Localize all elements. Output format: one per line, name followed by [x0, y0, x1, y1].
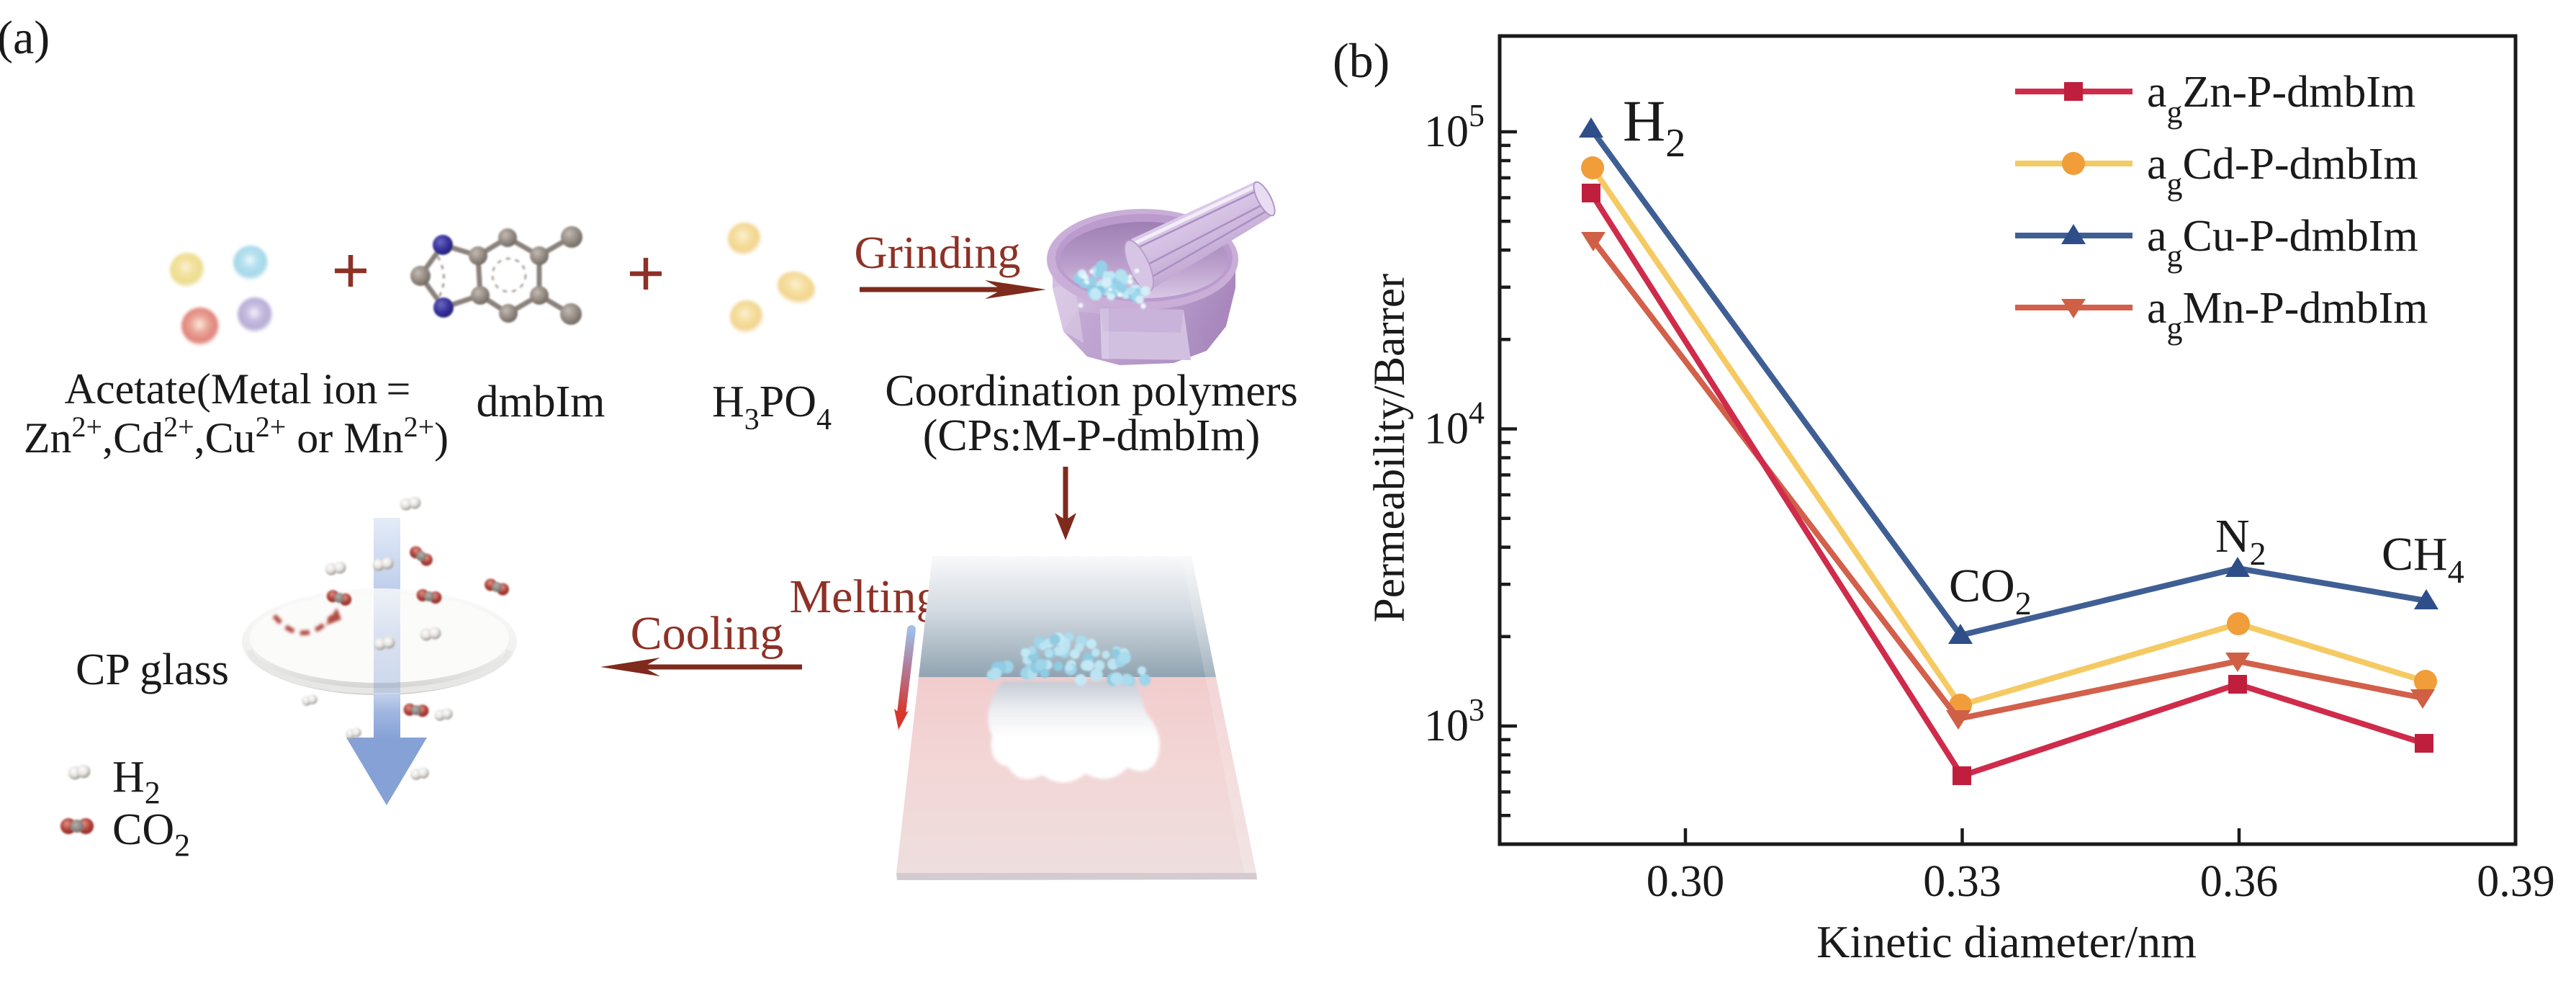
svg-text:CP glass: CP glass [76, 645, 229, 694]
svg-text:N2: N2 [2215, 510, 2266, 572]
svg-text:H2: H2 [112, 753, 161, 810]
svg-text:Cooling: Cooling [631, 607, 784, 660]
svg-text:Coordination polymers: Coordination polymers [885, 367, 1297, 416]
svg-text:Acetate(Metal ion =: Acetate(Metal ion = [65, 365, 411, 413]
svg-text:dmbIm: dmbIm [476, 377, 605, 426]
svg-text:(a): (a) [0, 12, 50, 64]
svg-text:103: 103 [1424, 692, 1485, 751]
svg-text:Kinetic diameter/nm: Kinetic diameter/nm [1816, 916, 2197, 967]
svg-text:105: 105 [1424, 98, 1485, 156]
svg-text:0.39: 0.39 [2477, 857, 2555, 906]
svg-text:Grinding: Grinding [854, 227, 1020, 278]
svg-text:Melting: Melting [790, 570, 940, 623]
svg-text:0.30: 0.30 [1647, 857, 1725, 906]
svg-text:0.36: 0.36 [2200, 857, 2279, 906]
svg-text:(CPs:M-P-dmbIm): (CPs:M-P-dmbIm) [923, 411, 1260, 460]
svg-text:Permeability/Barrer: Permeability/Barrer [1366, 274, 1414, 622]
svg-text:0.33: 0.33 [1923, 857, 2001, 906]
svg-text:(b): (b) [1333, 33, 1390, 88]
